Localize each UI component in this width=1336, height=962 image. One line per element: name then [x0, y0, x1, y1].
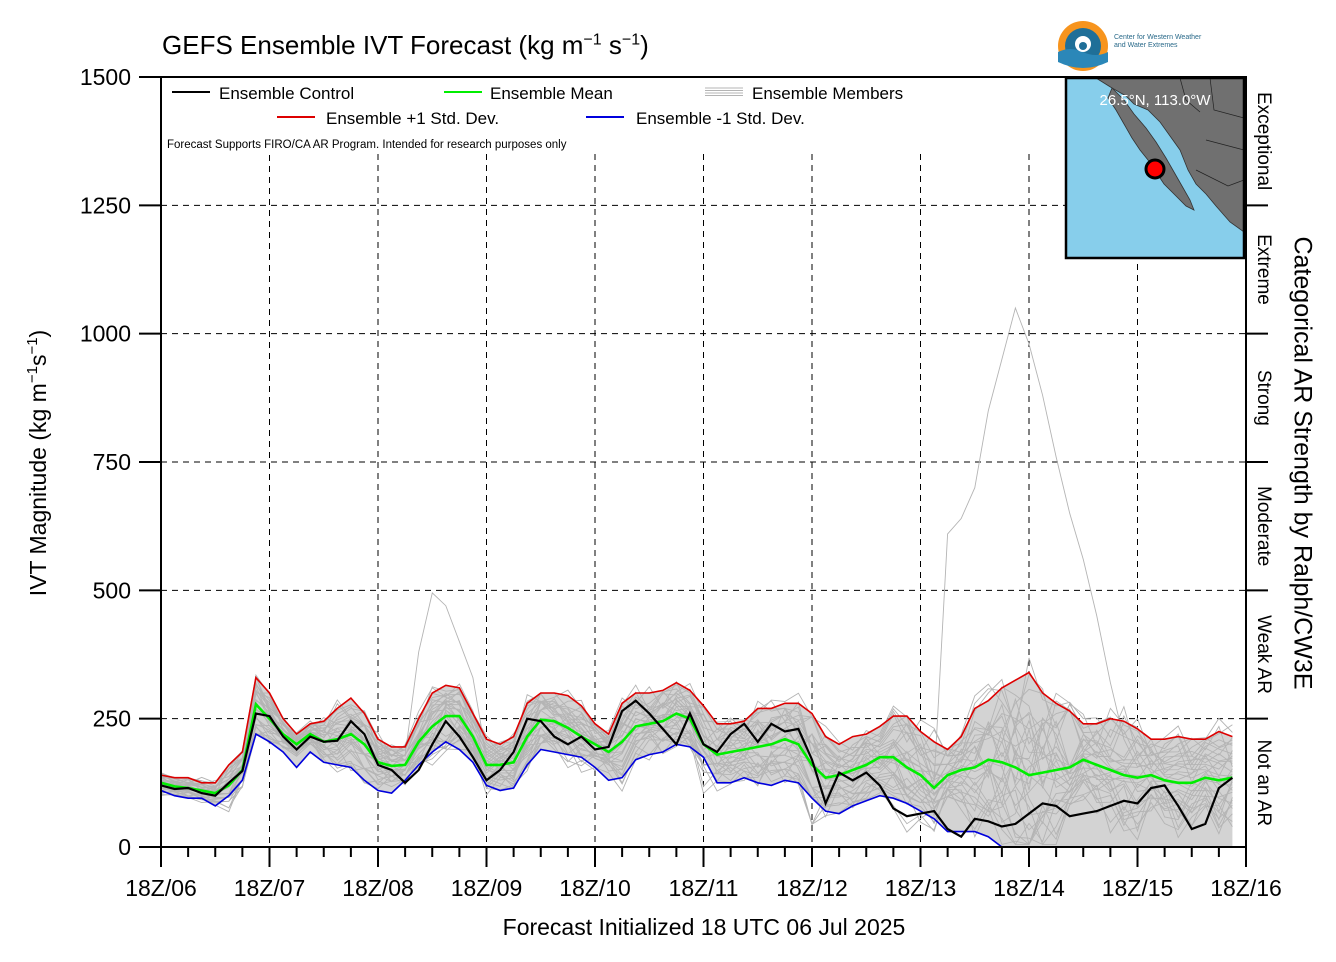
inset-baja-peninsula [1107, 87, 1195, 211]
location-marker [1144, 158, 1166, 180]
location-inset-map [1064, 76, 1246, 260]
category-label: Exceptional [1253, 92, 1274, 190]
ensemble-member-line [161, 721, 1233, 845]
ensemble-member-line [161, 692, 1233, 792]
y-tick-label: 1000 [80, 321, 131, 347]
inset-borders [1179, 77, 1245, 187]
chart-title: GEFS Ensemble IVT Forecast (kg m−1 s−1) [162, 30, 649, 60]
ensemble-member-line [161, 723, 1233, 846]
ensemble-member-line [161, 724, 1233, 846]
right-axis-label: Categorical AR Strength by Ralph/CW3E [1288, 236, 1317, 690]
y-axis-label: IVT Magnitude (kg m−1s−1) [24, 329, 51, 597]
category-label: Moderate [1253, 486, 1274, 566]
x-tick-label: 18Z/12 [776, 875, 848, 901]
inset-location-label: 26.5°N, 113.0°W [1099, 92, 1211, 109]
legend-label: Ensemble Control [219, 84, 354, 103]
inset-land [1094, 77, 1245, 233]
x-tick-label: 18Z/16 [1210, 875, 1282, 901]
logo-graphic [1058, 21, 1108, 71]
ensemble-member-line [161, 681, 1233, 789]
axes: 0 250 500 750 1000 1250 1500 18Z/06 18Z/07 18Z/08… [80, 64, 1282, 901]
inset-frame [1064, 76, 1246, 260]
category-label: Extreme [1253, 234, 1274, 305]
plus-std-dev-line [161, 671, 1233, 784]
legend-label: Ensemble Mean [490, 84, 613, 103]
y-tick-label: 500 [93, 577, 131, 603]
category-label: Weak AR [1253, 615, 1274, 694]
x-tick-label: 18Z/06 [125, 875, 197, 901]
x-tick-label: 18Z/08 [342, 875, 414, 901]
y-tick-label: 1250 [80, 192, 131, 218]
category-label: Strong [1253, 370, 1274, 426]
x-tick-label: 18Z/09 [451, 875, 523, 901]
ensemble-member-line [161, 674, 1233, 784]
y-tick-label: 1500 [80, 64, 131, 90]
x-tick-label: 18Z/10 [559, 875, 631, 901]
ensemble-member-line [161, 592, 1233, 789]
minus-std-dev-line [161, 732, 1233, 847]
legend: Ensemble Control Ensemble Mean Ensemble Me… [167, 84, 903, 151]
category-label: Not an AR [1253, 740, 1274, 827]
ensemble-members [161, 306, 1233, 846]
ensemble-member-line [161, 657, 1233, 785]
ensemble-member-line [161, 733, 1233, 845]
ensemble-member-line [161, 707, 1233, 825]
legend-label: Ensemble -1 Std. Dev. [636, 109, 805, 128]
x-tick-label: 18Z/14 [993, 875, 1065, 901]
legend-label: Ensemble +1 Std. Dev. [326, 109, 499, 128]
ensemble-member-line [161, 699, 1233, 794]
x-axis-label: Forecast Initialized 18 UTC 06 Jul 2025 [502, 914, 906, 940]
y-tick-label: 0 [118, 834, 131, 860]
disclaimer-note: Forecast Supports FIRO/CA AR Program. In… [167, 139, 567, 151]
ensemble-series [161, 671, 1234, 847]
cw3e-logo: Center for Western Weather and Water Extr… [1114, 34, 1202, 49]
y-tick-label: 750 [93, 449, 131, 475]
x-tick-label: 18Z/07 [234, 875, 306, 901]
ensemble-member-line [161, 715, 1233, 824]
ensemble-control-line [161, 699, 1234, 839]
x-tick-label: 18Z/15 [1102, 875, 1174, 901]
x-tick-label: 18Z/13 [885, 875, 957, 901]
y-tick-label: 250 [93, 706, 131, 732]
legend-label: Ensemble Members [752, 84, 903, 103]
ensemble-member-line [161, 673, 1233, 788]
x-tick-label: 18Z/11 [669, 875, 739, 901]
